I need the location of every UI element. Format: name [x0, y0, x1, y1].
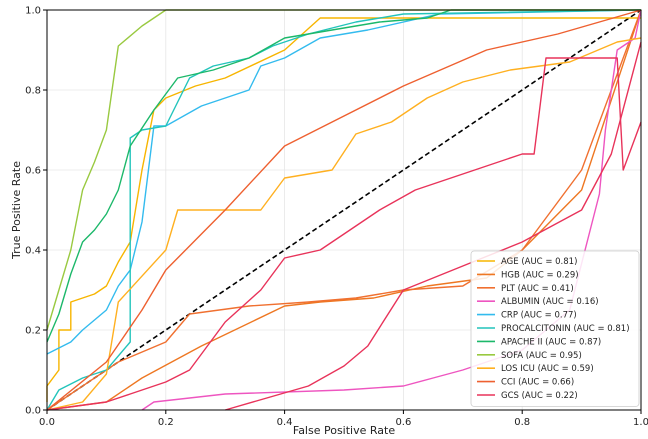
y-tick-label-5: 1.0 — [25, 6, 41, 17]
series-line-8 — [46, 37, 642, 411]
x-tick-label-1: 0.2 — [158, 417, 174, 428]
legend: AGE (AUC = 0.81) HGB (AUC = 0.29) PLT (AUC… — [470, 250, 640, 407]
series-line-6 — [46, 9, 641, 343]
y-axis-label: True Positive Rate — [10, 161, 23, 260]
legend-box — [470, 250, 640, 407]
x-tick-label-3: 0.6 — [395, 417, 411, 428]
legend-entry-8: LOS ICU (AUC = 0.59) — [501, 364, 594, 374]
reference-diagonal-line — [46, 9, 642, 411]
legend-entry-5: PROCALCITONIN (AUC = 0.81) — [501, 324, 630, 334]
x-tick-label-4: 0.8 — [514, 417, 530, 428]
y-tick-label-4: 0.8 — [25, 86, 41, 97]
legend-entry-10: GCS (AUC = 0.22) — [501, 391, 578, 401]
legend-entry-9: CCI (AUC = 0.66) — [501, 378, 574, 388]
y-tick-label-0: 0.0 — [25, 406, 41, 417]
series-line-0 — [46, 17, 641, 402]
x-tick-label-0: 0.0 — [39, 417, 55, 428]
series-line-7 — [46, 9, 641, 331]
x-axis-label: False Positive Rate — [293, 424, 395, 437]
series-line-5 — [46, 9, 642, 411]
y-tick-label-3: 0.6 — [25, 166, 41, 177]
series-line-10 — [46, 57, 642, 411]
y-tick-label-2: 0.4 — [25, 246, 41, 257]
y-tick-label-1: 0.2 — [25, 326, 41, 337]
legend-entry-6: APACHE II (AUC = 0.87) — [501, 337, 601, 347]
plot-frame — [46, 9, 642, 411]
legend-entry-2: PLT (AUC = 0.41) — [501, 284, 574, 294]
series-layer — [46, 9, 642, 411]
x-tick-label-2: 0.4 — [277, 417, 293, 428]
series-line-1 — [46, 9, 642, 411]
legend-entry-4: CRP (AUC = 0.77) — [501, 311, 577, 321]
legend-entry-0: AGE (AUC = 0.81) — [501, 257, 577, 267]
series-line-9 — [46, 9, 642, 411]
legend-entry-1: HGB (AUC = 0.29) — [501, 270, 579, 280]
x-tick-label-5: 1.0 — [633, 417, 648, 428]
legend-entry-3: ALBUMIN (AUC = 0.16) — [501, 297, 599, 307]
series-line-11 — [225, 41, 642, 411]
legend-entry-7: SOFA (AUC = 0.95) — [501, 351, 582, 361]
ticks: 0.0 0.2 0.4 0.6 0.8 1.0 0.0 0.2 0.4 0.6 0.8 1.0 — [25, 6, 648, 429]
